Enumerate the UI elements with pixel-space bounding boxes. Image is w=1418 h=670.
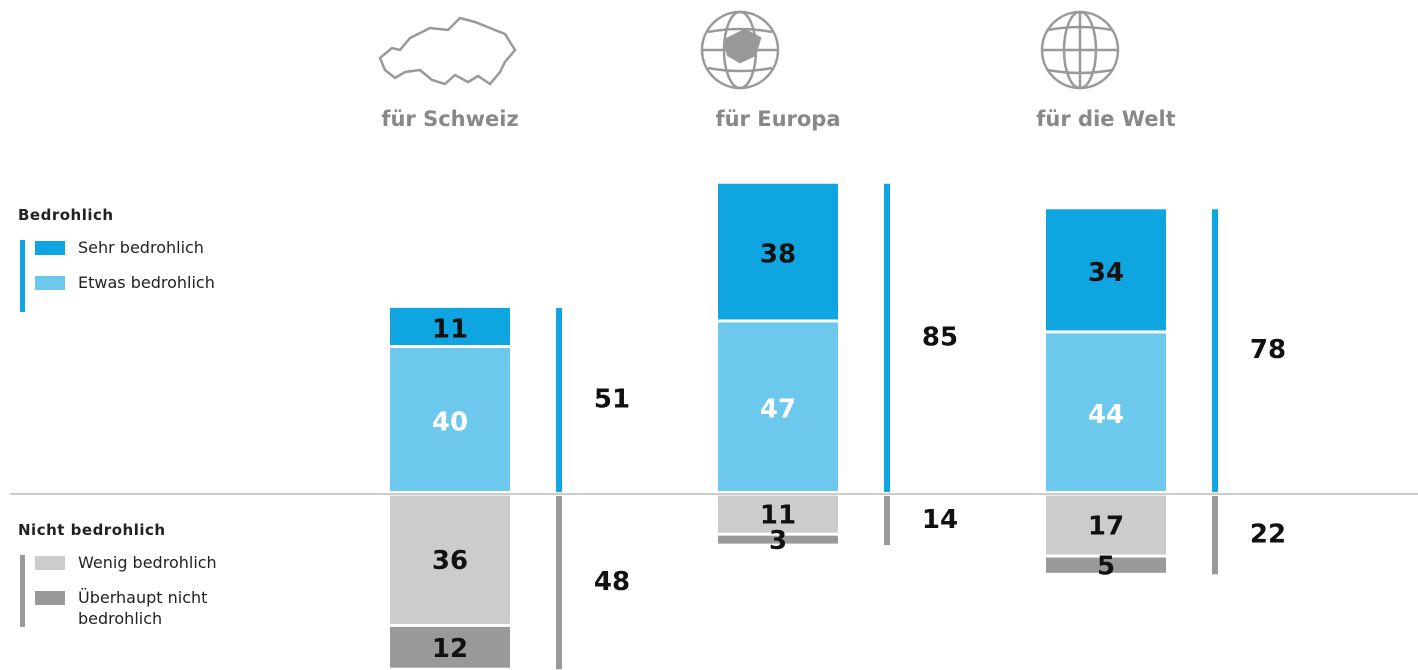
value-label: 40 xyxy=(432,408,468,438)
bar-segment xyxy=(1046,557,1166,573)
total-label: 48 xyxy=(594,567,630,597)
total-line xyxy=(884,496,890,546)
total-label: 51 xyxy=(594,384,630,414)
value-label: 36 xyxy=(432,546,468,576)
switzerland-icon xyxy=(378,16,517,86)
legend-group-title: Bedrohlich xyxy=(18,206,114,224)
total-line xyxy=(884,183,890,492)
bar-segment xyxy=(718,495,838,533)
value-label: 17 xyxy=(1088,512,1124,542)
bar-segment xyxy=(1046,495,1166,555)
legend-group-bar xyxy=(20,555,25,627)
bar-segment xyxy=(390,348,510,491)
value-label: 47 xyxy=(760,395,796,425)
value-label: 3 xyxy=(769,526,787,556)
total-line xyxy=(556,307,562,492)
legend-swatch xyxy=(35,591,65,605)
value-label: 11 xyxy=(760,501,796,531)
legend-swatch xyxy=(35,276,65,290)
legend-label: Sehr bedrohlich xyxy=(78,238,204,257)
total-line xyxy=(1212,496,1218,575)
legend-group-title: Nicht bedrohlich xyxy=(18,521,166,539)
bar-segment xyxy=(718,183,838,320)
value-label: 44 xyxy=(1088,400,1124,430)
legend-label: Überhaupt nicht bedrohlich xyxy=(78,588,208,628)
icons xyxy=(378,10,1120,90)
value-label: 12 xyxy=(432,634,468,664)
total-label: 85 xyxy=(922,322,958,352)
value-label: 5 xyxy=(1097,552,1115,582)
category-label: für Schweiz xyxy=(381,107,518,131)
total-label: 14 xyxy=(922,505,958,535)
bar-segment xyxy=(390,495,510,624)
total-label: 22 xyxy=(1250,520,1286,550)
legend-swatch xyxy=(35,241,65,255)
legend-label: Wenig bedrohlich xyxy=(78,553,217,572)
bar-segment xyxy=(718,322,838,491)
value-label: 38 xyxy=(760,240,796,270)
bar-segment xyxy=(390,307,510,345)
total-line xyxy=(1212,209,1218,493)
bar-segment xyxy=(1046,209,1166,331)
bar-segment xyxy=(1046,333,1166,491)
category-label: für Europa xyxy=(715,107,840,131)
category-label: für die Welt xyxy=(1036,107,1175,131)
total-label: 78 xyxy=(1250,335,1286,365)
legend-label: Etwas bedrohlich xyxy=(78,273,215,292)
value-label: 11 xyxy=(432,314,468,344)
value-label: 34 xyxy=(1088,258,1124,288)
bar-segment xyxy=(390,626,510,668)
total-line xyxy=(556,496,562,670)
legend-swatch xyxy=(35,556,65,570)
legend-group-bar xyxy=(20,240,25,312)
bar-segment xyxy=(718,535,838,544)
